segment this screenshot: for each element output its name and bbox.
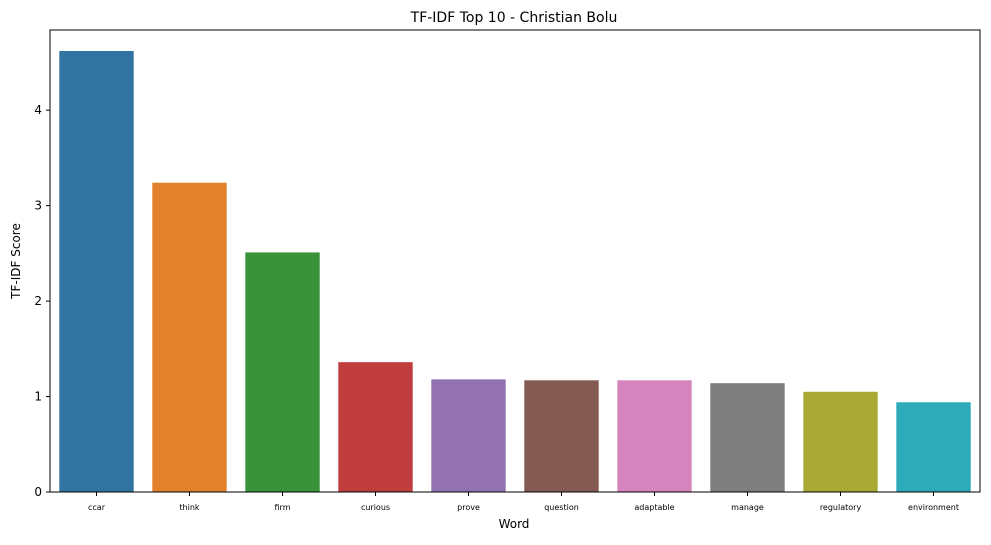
- bar-regulatory: [803, 391, 878, 492]
- bar-environment: [896, 402, 971, 492]
- y-axis-label: TF-IDF Score: [9, 223, 23, 300]
- x-tick-label: question: [544, 503, 579, 512]
- x-tick-label: firm: [275, 503, 291, 512]
- y-tick-label: 4: [34, 103, 42, 117]
- bar-ccar: [59, 51, 134, 492]
- y-tick-label: 0: [34, 485, 42, 499]
- y-tick-label: 1: [34, 390, 42, 404]
- x-tick-label: environment: [908, 503, 959, 512]
- y-axis: 0 1 2 3 4: [34, 103, 50, 499]
- x-tick-label: think: [179, 503, 200, 512]
- bar-firm: [245, 252, 320, 492]
- x-tick-label: ccar: [88, 503, 106, 512]
- bar-curious: [338, 362, 413, 492]
- x-tick-label: adaptable: [634, 503, 674, 512]
- bar-prove: [431, 379, 506, 492]
- chart-title: TF-IDF Top 10 - Christian Bolu: [410, 10, 618, 26]
- bars-group: [59, 51, 971, 492]
- y-tick-label: 2: [34, 294, 42, 308]
- y-tick-label: 3: [34, 199, 42, 213]
- x-tick-label: manage: [731, 503, 764, 512]
- x-tick-label: prove: [457, 503, 480, 512]
- x-tick-label: regulatory: [820, 503, 862, 512]
- x-axis: ccar think firm curious prove question adaptab…: [88, 492, 959, 512]
- bar-question: [524, 380, 599, 492]
- x-tick-label: curious: [361, 503, 390, 512]
- plot-frame: [49, 29, 981, 493]
- x-axis-label: Word: [499, 517, 530, 531]
- bar-think: [152, 182, 227, 492]
- bar-manage: [710, 383, 785, 492]
- bar-adaptable: [617, 380, 692, 492]
